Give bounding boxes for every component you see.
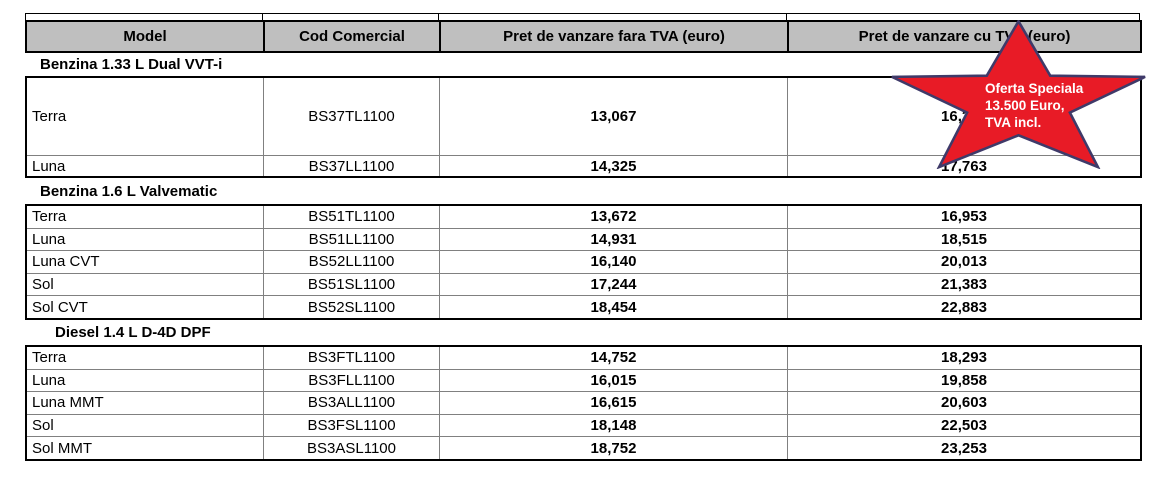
pret-fara-tva-cell: 14,931: [439, 228, 787, 251]
pret-cu-tva-cell: 21,383: [787, 273, 1140, 296]
pret-fara-tva-cell: 16,015: [439, 369, 787, 392]
section-title-benzina-1-33: Benzina 1.33 L Dual VVT-i: [40, 56, 223, 73]
model-cell: Luna: [32, 230, 66, 248]
cod-comercial-cell: BS37TL1100: [263, 78, 439, 155]
table-row: Luna CVT BS52LL1100 16,140 20,013: [27, 250, 1140, 273]
table-row: Sol MMT BS3ASL1100 18,752 23,253: [27, 436, 1140, 459]
special-offer-badge: Oferta Speciala 13.500 Euro, TVA incl.: [890, 20, 1147, 169]
column-tick: [438, 13, 439, 20]
section-title-diesel-1-4: Diesel 1.4 L D-4D DPF: [55, 324, 211, 341]
model-cell: Luna: [32, 371, 66, 389]
column-tick: [786, 13, 787, 20]
table-row: Terra BS51TL1100 13,672 16,953: [27, 206, 1140, 228]
cod-comercial-cell: BS52LL1100: [263, 251, 439, 273]
model-cell: Luna MMT: [32, 394, 104, 412]
pret-fara-tva-cell: 18,454: [439, 296, 787, 318]
model-cell: Sol CVT: [32, 298, 88, 316]
pret-fara-tva-cell: 16,615: [439, 392, 787, 414]
cod-comercial-cell: BS3ASL1100: [263, 437, 439, 459]
header-model: Model: [123, 28, 167, 45]
pret-cu-tva-cell: 22,883: [787, 296, 1140, 318]
pret-fara-tva-cell: 18,148: [439, 414, 787, 437]
cod-comercial-cell: BS37LL1100: [263, 156, 439, 176]
column-tick: [1139, 13, 1140, 20]
model-cell: Terra: [32, 108, 67, 125]
header-pret-fara-tva: Pret de vanzare fara TVA (euro): [439, 22, 787, 51]
cod-comercial-cell: BS3FTL1100: [263, 347, 439, 369]
table-row: Luna BS3FLL1100 16,015 19,858: [27, 368, 1140, 392]
section-block-benzina-1-6: Terra BS51TL1100 13,672 16,953 Luna BS51…: [25, 204, 1142, 320]
model-cell: Luna CVT: [32, 253, 100, 271]
table-row: Luna BS51LL1100 14,931 18,515: [27, 227, 1140, 251]
model-cell: Sol: [32, 276, 54, 294]
pret-cu-tva-cell: 20,603: [787, 392, 1140, 414]
pret-fara-tva-cell: 14,325: [439, 156, 787, 176]
pret-cu-tva-cell: 22,503: [787, 414, 1140, 437]
model-cell: Terra: [32, 208, 67, 226]
model-cell: Sol MMT: [32, 439, 92, 457]
pret-cu-tva-cell: 18,515: [787, 228, 1140, 251]
section-block-diesel-1-4: Terra BS3FTL1100 14,752 18,293 Luna BS3F…: [25, 345, 1142, 461]
pret-fara-tva-cell: 13,672: [439, 206, 787, 228]
column-tick: [25, 13, 26, 20]
cod-comercial-cell: BS52SL1100: [263, 296, 439, 318]
pret-cu-tva-cell: 18,293: [787, 347, 1140, 369]
model-cell: Sol: [32, 417, 54, 435]
pret-cu-tva-cell: 19,858: [787, 369, 1140, 392]
table-row: Sol CVT BS52SL1100 18,454 22,883: [27, 295, 1140, 318]
star-icon: [891, 20, 1146, 169]
header-cod-comercial: Cod Comercial: [263, 22, 439, 51]
pret-cu-tva-cell: 20,013: [787, 251, 1140, 273]
table-row: Sol BS51SL1100 17,244 21,383: [27, 272, 1140, 296]
offer-line-3: TVA incl.: [985, 115, 1042, 130]
pret-cu-tva-cell: 23,253: [787, 437, 1140, 459]
section-title-benzina-1-6: Benzina 1.6 L Valvematic: [40, 183, 218, 200]
pret-fara-tva-cell: 13,067: [439, 78, 787, 155]
top-rule: [25, 13, 1140, 14]
cod-comercial-cell: BS3FSL1100: [263, 414, 439, 437]
pret-fara-tva-cell: 16,140: [439, 251, 787, 273]
model-cell: Luna: [32, 157, 66, 175]
offer-line-1: Oferta Speciala: [985, 81, 1084, 96]
pret-fara-tva-cell: 17,244: [439, 273, 787, 296]
pret-fara-tva-cell: 14,752: [439, 347, 787, 369]
cod-comercial-cell: BS51LL1100: [263, 228, 439, 251]
model-cell: Terra: [32, 349, 67, 367]
table-row: Luna MMT BS3ALL1100 16,615 20,603: [27, 391, 1140, 414]
pret-cu-tva-cell: 16,953: [787, 206, 1140, 228]
special-offer-text: Oferta Speciala 13.500 Euro, TVA incl.: [985, 80, 1140, 131]
table-row: Terra BS3FTL1100 14,752 18,293: [27, 347, 1140, 369]
cod-comercial-cell: BS3ALL1100: [263, 392, 439, 414]
cod-comercial-cell: BS51TL1100: [263, 206, 439, 228]
cod-comercial-cell: BS3FLL1100: [263, 369, 439, 392]
column-tick: [262, 13, 263, 20]
cod-comercial-cell: BS51SL1100: [263, 273, 439, 296]
table-row: Sol BS3FSL1100 18,148 22,503: [27, 413, 1140, 437]
offer-line-2: 13.500 Euro,: [985, 98, 1065, 113]
pret-fara-tva-cell: 18,752: [439, 437, 787, 459]
